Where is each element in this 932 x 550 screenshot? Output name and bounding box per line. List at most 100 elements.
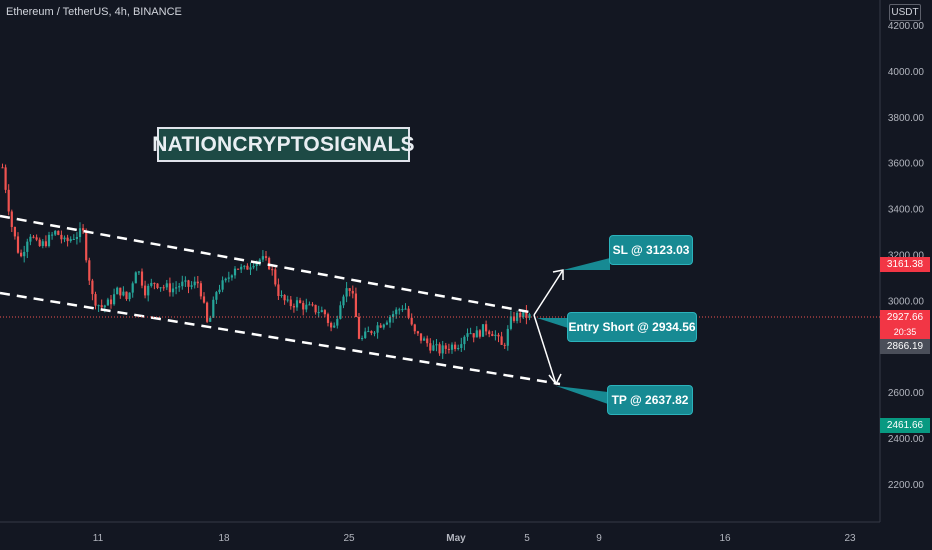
candle-body xyxy=(491,334,494,336)
candle-body xyxy=(419,333,423,341)
candle-body xyxy=(103,305,106,308)
candle-body xyxy=(131,283,134,293)
candle-body xyxy=(438,344,441,354)
price-axis[interactable]: 4200.00 4000.00 3800.00 3600.00 3400.00 3200.… xyxy=(888,21,925,491)
sl-arrow-line[interactable] xyxy=(533,269,564,316)
price-tick-label: 3800.00 xyxy=(888,113,925,124)
candle-body xyxy=(503,344,506,346)
candle-body xyxy=(249,267,252,270)
candle-body xyxy=(20,252,23,257)
candle-body xyxy=(202,296,206,303)
chart-title: Ethereum / TetherUS, 4h, BINANCE xyxy=(6,6,182,18)
candle-body xyxy=(218,289,221,293)
candle-body xyxy=(379,325,382,328)
candle-body xyxy=(72,238,75,240)
candle-body xyxy=(109,299,113,305)
candle-body xyxy=(57,230,60,235)
candle-body xyxy=(209,317,212,322)
candle-body xyxy=(165,283,168,288)
channel-upper-line[interactable] xyxy=(0,214,536,315)
candle-body xyxy=(345,288,348,297)
candle-body xyxy=(376,325,379,333)
candle-body xyxy=(78,228,82,237)
candle-body xyxy=(63,237,66,240)
candle-body xyxy=(441,345,444,354)
take-profit-callout[interactable]: TP @ 2637.82 xyxy=(607,385,693,415)
previous-close-tag: 2866.19 xyxy=(880,339,930,354)
candle-body xyxy=(323,310,326,315)
candle-body xyxy=(385,322,388,325)
price-tick-label: 3600.00 xyxy=(888,159,925,170)
candle-body xyxy=(370,331,373,334)
candle-body xyxy=(13,227,16,237)
tp-arrow-head xyxy=(548,373,562,386)
time-tick-label: 5 xyxy=(524,533,530,544)
candle-body xyxy=(168,283,171,293)
channel-lower-line[interactable] xyxy=(0,291,561,386)
candle-body xyxy=(91,280,94,295)
candle-body xyxy=(423,338,426,341)
candle-body xyxy=(447,348,450,350)
watermark-banner: NATIONCRYPTOSIGNALS xyxy=(152,127,415,162)
candle-body xyxy=(264,256,268,258)
candle-body xyxy=(16,236,20,253)
candle-body xyxy=(4,167,7,190)
stop-loss-callout[interactable]: SL @ 3123.03 xyxy=(609,235,693,265)
candle-body xyxy=(450,344,454,350)
candle-body xyxy=(178,286,181,288)
candle-body xyxy=(481,324,485,337)
candle-body xyxy=(47,234,51,247)
candle-body xyxy=(274,269,277,285)
candle-body xyxy=(500,336,503,345)
time-axis[interactable]: 11 18 25 May 5 9 16 23 xyxy=(93,533,856,544)
tp-callout-pointer xyxy=(556,386,608,404)
candle-body xyxy=(54,230,57,235)
candle-body xyxy=(475,330,478,338)
candle-body xyxy=(233,268,237,276)
candle-body xyxy=(190,285,193,287)
candle-body xyxy=(230,275,233,278)
candle-body xyxy=(314,304,317,313)
candle-body xyxy=(258,259,261,262)
candle-body xyxy=(330,322,333,328)
candle-body xyxy=(85,230,88,261)
candle-body xyxy=(140,271,144,286)
candle-body xyxy=(444,345,447,349)
candle-body xyxy=(311,304,314,306)
candle-body xyxy=(69,239,72,242)
candle-body xyxy=(137,271,140,273)
candle-body xyxy=(404,308,407,310)
tp-arrow-line[interactable] xyxy=(533,314,557,385)
candle-body xyxy=(357,317,361,339)
candle-body xyxy=(212,299,215,318)
candle-body xyxy=(159,287,162,289)
candle-body xyxy=(106,299,109,306)
candle-body xyxy=(122,291,125,296)
entry-short-callout[interactable]: Entry Short @ 2934.56 xyxy=(567,312,697,342)
price-tick-label: 4200.00 xyxy=(888,21,925,32)
candle-body xyxy=(100,305,103,308)
candle-body xyxy=(388,317,392,323)
candle-body xyxy=(432,345,435,351)
candle-body xyxy=(373,332,376,334)
time-tick-label: 18 xyxy=(218,533,230,544)
candles-layer xyxy=(1,163,531,359)
currency-unit-label[interactable]: USDT xyxy=(889,4,921,21)
bar-countdown-tag: 20:35 xyxy=(880,324,930,339)
candle-body xyxy=(457,347,460,349)
candle-body xyxy=(162,287,165,289)
candle-body xyxy=(237,268,240,270)
price-tick-label: 2400.00 xyxy=(888,434,925,445)
candle-body xyxy=(224,278,227,281)
candle-body xyxy=(144,285,147,296)
candle-body xyxy=(478,330,481,337)
candle-body xyxy=(38,239,41,246)
candle-body xyxy=(410,317,413,325)
candle-body xyxy=(283,294,286,301)
candle-body xyxy=(512,316,516,321)
sl-callout-pointer xyxy=(563,258,610,270)
candle-body xyxy=(280,294,283,296)
time-tick-label: 9 xyxy=(596,533,602,544)
candle-body xyxy=(271,269,274,271)
